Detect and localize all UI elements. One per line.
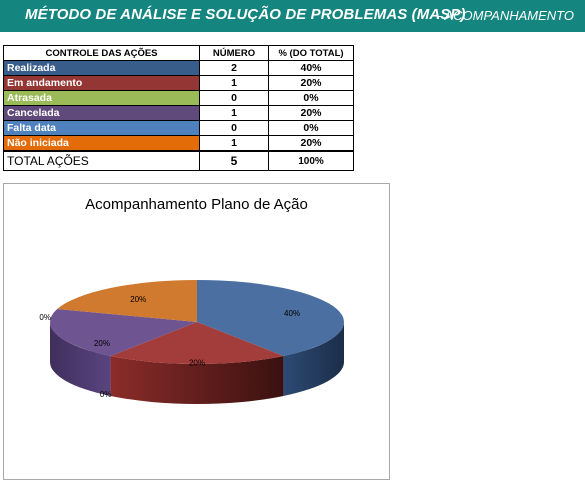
table-row: Não iniciada 1 20% [3, 135, 354, 152]
pie-slice [50, 309, 198, 356]
row-label: Atrasada [3, 90, 200, 106]
table-row: Atrasada 0 0% [3, 90, 354, 106]
row-number: 2 [199, 60, 269, 76]
table-row: Realizada 2 40% [3, 60, 354, 76]
table-row: Em andamento 1 20% [3, 75, 354, 91]
control-table: CONTROLE DAS AÇÕES NÚMERO % (DO TOTAL) R… [3, 45, 354, 171]
page-subtitle: - ACOMPANHAMENTO [437, 8, 574, 23]
pie-data-label: 0% [100, 390, 112, 399]
total-number: 5 [199, 150, 269, 171]
row-number: 0 [199, 120, 269, 136]
col-header-control: CONTROLE DAS AÇÕES [3, 45, 200, 61]
total-label: TOTAL AÇÕES [3, 150, 200, 171]
chart-title: Acompanhamento Plano de Ação [85, 196, 308, 213]
pie-slice-side [50, 322, 111, 396]
header-banner: MÉTODO DE ANÁLISE E SOLUÇÃO DE PROBLEMAS… [0, 0, 585, 32]
pie-data-label: 40% [284, 309, 300, 318]
chart-area: Acompanhamento Plano de Ação 40% 20% 0% 20%… [3, 183, 390, 480]
row-label: Realizada [3, 60, 200, 76]
pie-data-label: 0% [39, 313, 51, 322]
pie-chart: 40% 20% 0% 20% 0% 20% [39, 280, 344, 404]
pie-data-label: 20% [189, 359, 205, 368]
table-row: Cancelada 1 20% [3, 105, 354, 121]
row-label: Cancelada [3, 105, 200, 121]
row-label: Falta data [3, 120, 200, 136]
pie-slice-side [283, 322, 344, 396]
row-number: 1 [199, 135, 269, 152]
row-percent: 20% [268, 105, 354, 121]
row-number: 1 [199, 75, 269, 91]
row-percent: 40% [268, 60, 354, 76]
pie-slice [57, 280, 198, 322]
row-percent: 0% [268, 90, 354, 106]
row-label: Não iniciada [3, 135, 200, 152]
col-header-number: NÚMERO [199, 45, 269, 61]
pie-data-label: 20% [94, 339, 110, 348]
pie-slice [197, 280, 344, 356]
row-percent: 20% [268, 75, 354, 91]
row-percent: 20% [268, 135, 354, 152]
pie-data-label: 20% [130, 295, 146, 304]
row-number: 1 [199, 105, 269, 121]
pie-slice-side [110, 355, 284, 404]
row-label: Em andamento [3, 75, 200, 91]
col-header-percent: % (DO TOTAL) [268, 45, 354, 61]
table-row: Falta data 0 0% [3, 120, 354, 136]
row-percent: 0% [268, 120, 354, 136]
total-row: TOTAL AÇÕES 5 100% [3, 150, 354, 171]
page-title: MÉTODO DE ANÁLISE E SOLUÇÃO DE PROBLEMAS… [25, 6, 466, 23]
pie-slice [110, 322, 284, 364]
total-percent: 100% [268, 150, 354, 171]
table-header-row: CONTROLE DAS AÇÕES NÚMERO % (DO TOTAL) [3, 45, 354, 61]
row-number: 0 [199, 90, 269, 106]
